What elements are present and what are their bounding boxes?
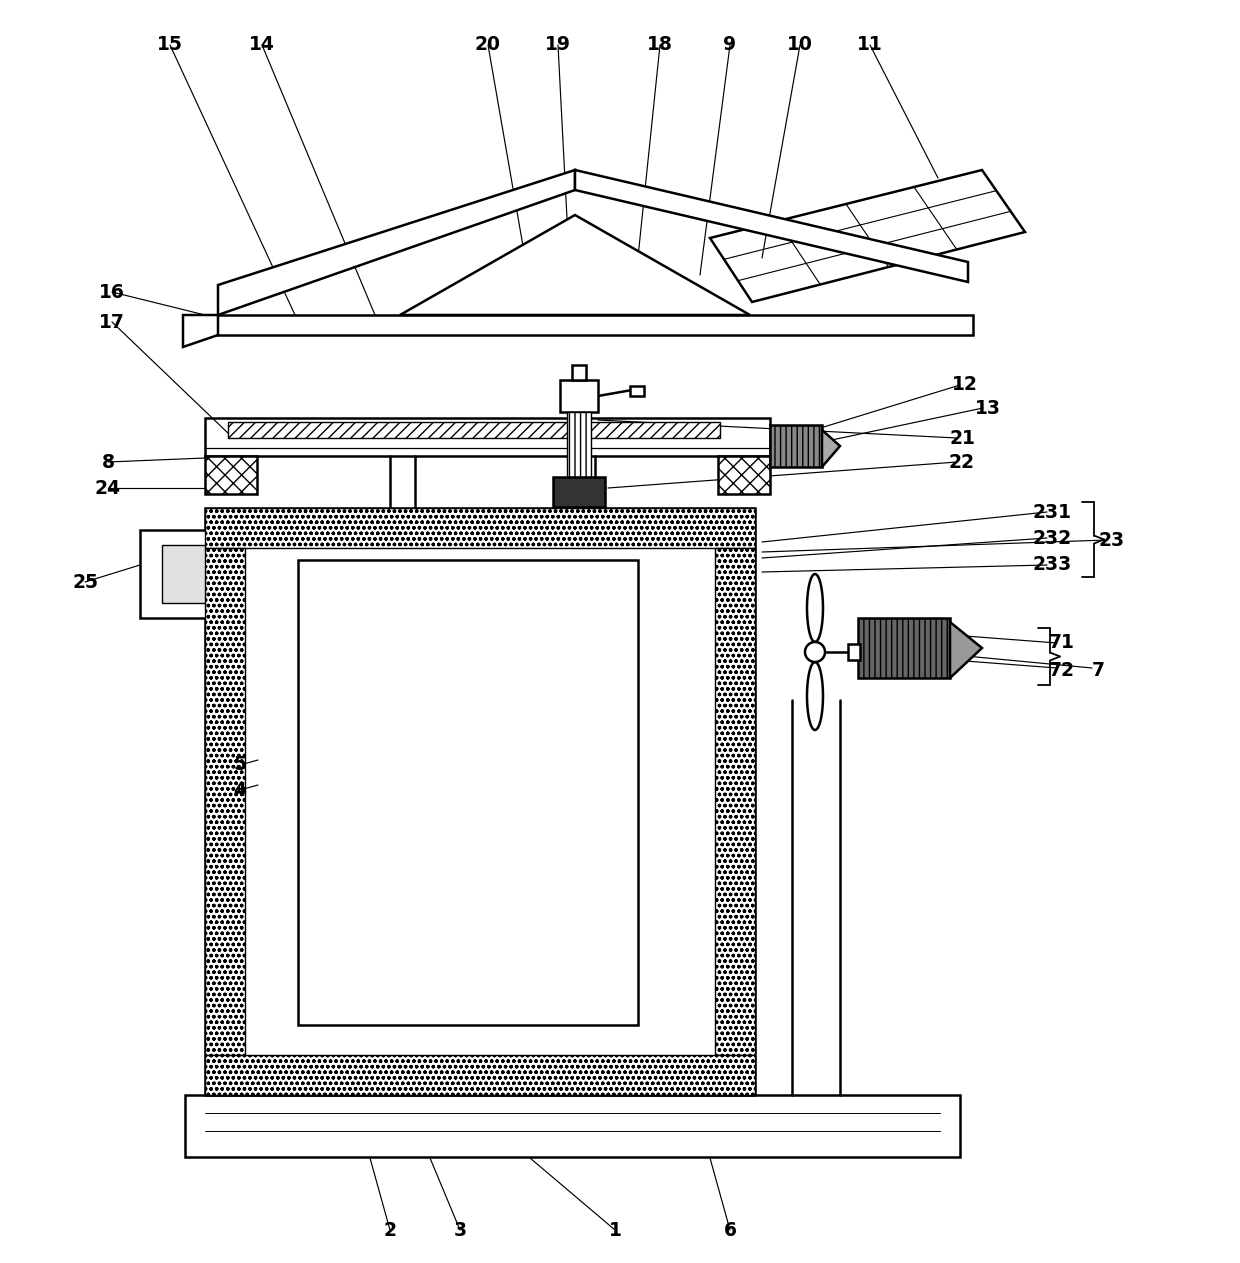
Text: 13: 13 xyxy=(975,399,1001,418)
Text: 9: 9 xyxy=(723,35,737,54)
Polygon shape xyxy=(401,215,750,314)
Text: 71: 71 xyxy=(1049,634,1075,653)
Text: 16: 16 xyxy=(99,283,125,302)
Bar xyxy=(630,386,644,397)
Bar xyxy=(298,560,639,1026)
Bar xyxy=(205,548,246,1055)
Text: 12: 12 xyxy=(952,375,978,394)
Bar xyxy=(553,477,605,506)
Text: 10: 10 xyxy=(787,35,813,54)
Bar xyxy=(184,314,973,335)
Polygon shape xyxy=(950,621,982,678)
Text: 72: 72 xyxy=(1049,661,1075,679)
Text: 20: 20 xyxy=(475,35,501,54)
Polygon shape xyxy=(575,171,968,282)
Text: 232: 232 xyxy=(1033,528,1071,547)
Text: 7: 7 xyxy=(1091,661,1105,679)
Text: 23: 23 xyxy=(1099,530,1125,549)
Bar xyxy=(205,456,257,494)
Bar xyxy=(718,456,770,494)
Text: 4: 4 xyxy=(233,781,247,799)
Polygon shape xyxy=(711,171,1025,302)
Bar xyxy=(560,380,598,412)
Bar xyxy=(205,508,755,548)
Text: 2: 2 xyxy=(383,1220,397,1239)
Text: 19: 19 xyxy=(546,35,570,54)
Text: 8: 8 xyxy=(102,452,114,471)
Text: 6: 6 xyxy=(723,1220,737,1239)
Text: 1: 1 xyxy=(609,1220,621,1239)
Bar xyxy=(848,644,861,661)
Text: 231: 231 xyxy=(1033,503,1071,522)
Bar xyxy=(140,530,208,618)
Text: 17: 17 xyxy=(99,312,125,331)
Text: 18: 18 xyxy=(647,35,673,54)
Text: 11: 11 xyxy=(857,35,883,54)
Bar xyxy=(228,422,720,438)
Text: 14: 14 xyxy=(249,35,275,54)
Text: 21: 21 xyxy=(949,428,975,447)
Text: 24: 24 xyxy=(95,479,122,498)
Bar xyxy=(205,508,755,1095)
Bar xyxy=(205,418,770,456)
Polygon shape xyxy=(218,171,575,314)
Text: 5: 5 xyxy=(233,755,247,774)
Text: 22: 22 xyxy=(949,452,975,471)
Polygon shape xyxy=(184,314,218,347)
Text: 233: 233 xyxy=(1033,556,1071,575)
Bar xyxy=(185,1095,960,1157)
Polygon shape xyxy=(822,429,839,467)
Bar xyxy=(205,1055,755,1095)
Text: 15: 15 xyxy=(157,35,184,54)
Bar xyxy=(162,546,208,602)
Bar xyxy=(567,412,591,477)
Bar xyxy=(572,365,587,380)
Bar xyxy=(770,426,822,467)
Circle shape xyxy=(805,642,825,662)
Text: 25: 25 xyxy=(72,572,98,591)
Bar xyxy=(858,618,950,678)
Text: 3: 3 xyxy=(454,1220,466,1239)
Bar xyxy=(715,548,755,1055)
